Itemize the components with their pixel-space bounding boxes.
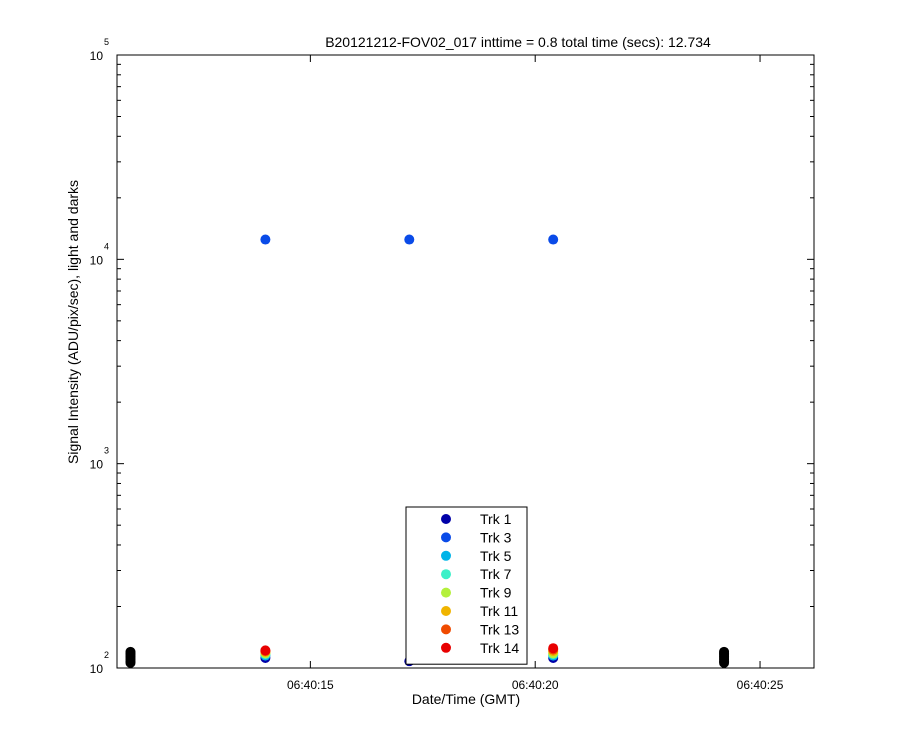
legend-marker [441, 514, 451, 524]
y-tick-label: 10 [90, 253, 104, 267]
legend-marker [441, 569, 451, 580]
y-tick-label: 10 [90, 49, 104, 63]
x-tick-label: 06:40:15 [287, 678, 334, 692]
y-tick-exponent: 4 [104, 241, 109, 251]
legend-marker [441, 624, 451, 635]
legend: Trk 1 Trk 3 Trk 5 Trk 7 Trk 9 Trk 11 Trk 13 Trk… [405, 506, 528, 665]
point-trk-3 [404, 234, 415, 245]
y-tick-label: 10 [90, 458, 104, 472]
data-points [125, 234, 730, 668]
legend-marker [441, 532, 451, 543]
legend-label: Trk 11 [480, 603, 518, 619]
legend-label: Trk 1 [480, 511, 512, 527]
legend-label: Trk 3 [480, 529, 512, 545]
x-axis-label: Date/Time (GMT) [412, 691, 520, 707]
x-axis-ticks: 06:40:15 06:40:20 06:40:25 [287, 55, 784, 692]
point-trk-14 [548, 643, 559, 654]
legend-label: Trk 7 [480, 566, 512, 582]
point-trk-3 [260, 234, 271, 245]
x-tick-label: 06:40:20 [512, 678, 559, 692]
y-tick-exponent: 2 [104, 650, 109, 660]
y-axis-label: Signal Intensity (ADU/pix/sec), light an… [65, 180, 81, 464]
y-tick-exponent: 5 [104, 37, 109, 47]
legend-label: Trk 9 [480, 585, 512, 601]
point-trk-3 [548, 234, 559, 245]
legend-label: Trk 14 [480, 640, 519, 656]
legend-box [405, 506, 528, 665]
y-tick-exponent: 3 [104, 446, 109, 456]
legend-marker [441, 587, 451, 598]
chart-title: B20121212-FOV02_017 inttime = 0.8 total … [325, 34, 711, 50]
legend-marker [441, 642, 451, 653]
legend-marker [441, 550, 451, 561]
dark-point [125, 646, 136, 657]
y-tick-label: 10 [90, 662, 104, 676]
x-tick-label: 06:40:25 [737, 678, 784, 692]
legend-label: Trk 5 [480, 548, 512, 564]
legend-label: Trk 13 [480, 621, 519, 637]
legend-marker [441, 606, 451, 616]
point-trk-14 [260, 645, 271, 656]
dark-point [719, 646, 730, 657]
